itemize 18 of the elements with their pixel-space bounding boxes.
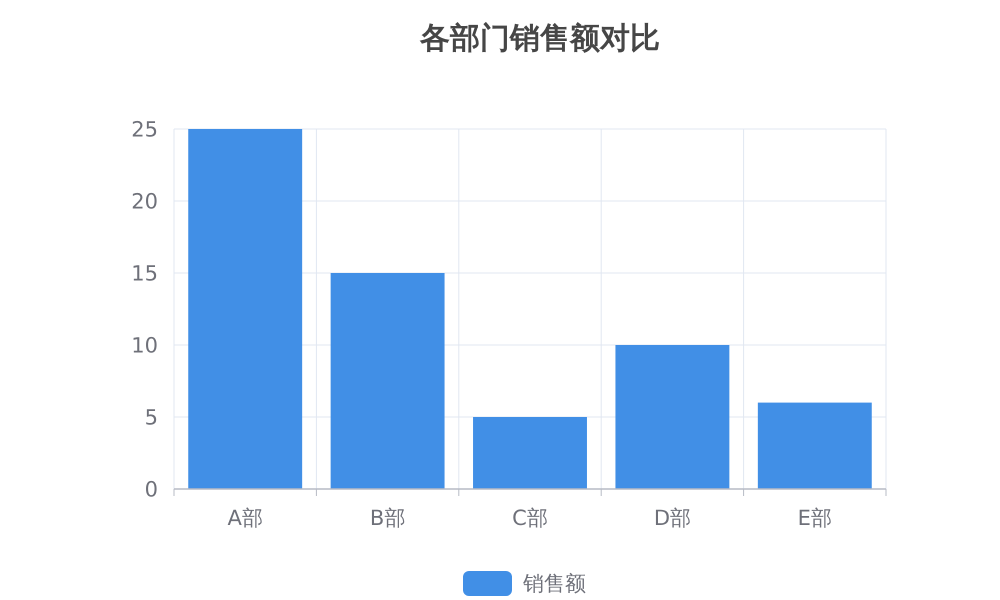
bar xyxy=(758,402,872,489)
x-tick-label: A部 xyxy=(228,506,263,530)
y-tick-label: 5 xyxy=(144,405,158,430)
y-tick-label: 15 xyxy=(131,261,158,286)
bar xyxy=(473,417,587,489)
y-tick-label: 25 xyxy=(131,117,158,142)
x-tick-label: D部 xyxy=(654,506,691,530)
y-tick-label: 20 xyxy=(131,189,158,214)
chart-title: 各部门销售额对比 xyxy=(419,21,660,56)
y-tick-label: 10 xyxy=(131,333,158,358)
bar xyxy=(188,129,302,489)
x-tick-label: B部 xyxy=(370,506,406,530)
x-tick-label: C部 xyxy=(512,506,548,530)
x-tick-label: E部 xyxy=(798,506,832,530)
legend-label: 销售额 xyxy=(522,571,586,596)
bar xyxy=(615,345,730,489)
bar xyxy=(330,273,445,489)
y-tick-label: 0 xyxy=(144,477,158,502)
